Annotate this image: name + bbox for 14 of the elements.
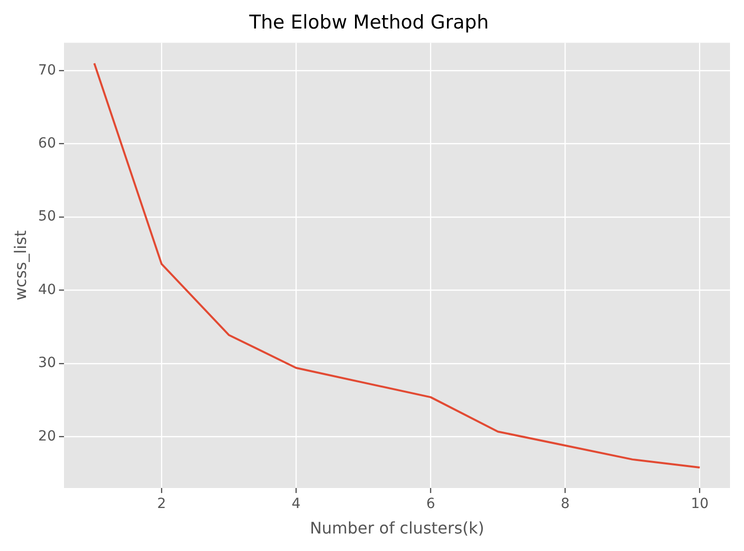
y-tick-label: 30 — [38, 355, 56, 372]
x-tick-label: 8 — [560, 496, 570, 512]
x-tick-label: 6 — [426, 496, 436, 512]
y-axis-title: wcss_list — [10, 230, 30, 300]
x-axis-title: Number of clusters(k) — [310, 518, 484, 538]
y-tick-label: 70 — [38, 62, 56, 78]
x-tick-label: 4 — [292, 496, 301, 512]
x-tick-label: 2 — [157, 496, 166, 512]
y-tick-label: 60 — [38, 135, 56, 152]
y-tick-label: 50 — [38, 208, 56, 225]
x-tick-label: 10 — [690, 496, 709, 512]
y-tick-label: 20 — [38, 428, 56, 444]
chart-title: The Elobw Method Graph — [248, 11, 489, 34]
y-tick-label: 40 — [38, 282, 56, 298]
